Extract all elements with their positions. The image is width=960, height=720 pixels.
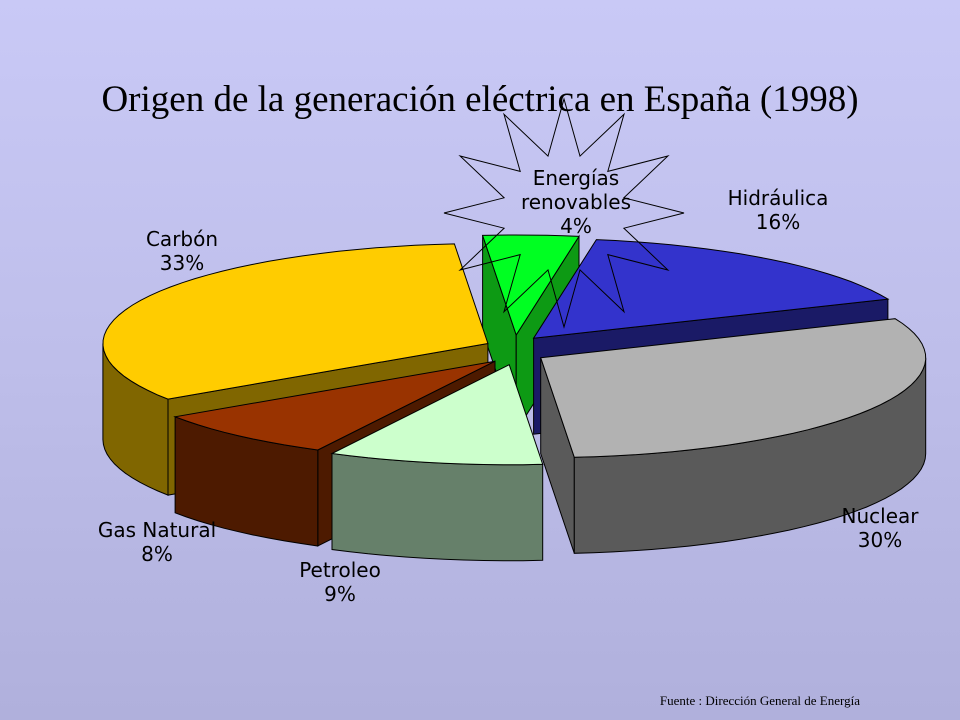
slice-wall-petroleo	[331, 452, 544, 562]
slice-value-carbon: 33%	[160, 251, 204, 275]
slice-value-petroleo: 9%	[324, 582, 356, 606]
slice-label-carbon: Carbón	[146, 227, 218, 251]
slice-petroleo	[330, 363, 544, 562]
source-note: Fuente : Dirección General de Energía	[659, 693, 860, 708]
slice-top-nuclear	[540, 318, 927, 458]
slice-top-energias-renovables	[481, 234, 580, 337]
slice-value-energias-renovables: 4%	[560, 214, 592, 238]
slice-top-petroleo	[330, 363, 544, 466]
slice-top-hidraulica	[532, 239, 890, 339]
slice-label-petroleo: Petroleo	[299, 558, 381, 582]
starburst-callout	[443, 97, 685, 329]
slice-value-gas-natural: 8%	[141, 542, 173, 566]
chart-title: Origen de la generación eléctrica en Esp…	[101, 79, 859, 120]
slice-value-nuclear: 30%	[858, 528, 902, 552]
slice-label-nuclear: Nuclear	[842, 504, 920, 528]
slice-nuclear	[540, 318, 927, 554]
slice-top-gas-natural	[173, 360, 496, 451]
slice-label-hidraulica: Hidráulica	[728, 186, 829, 210]
slice-top-carbon	[102, 243, 489, 400]
slice-value-hidraulica: 16%	[756, 210, 800, 234]
slice-label-gas-natural: Gas Natural	[98, 518, 216, 542]
slice-label-energias-renovables: Energías renovables	[521, 166, 631, 214]
